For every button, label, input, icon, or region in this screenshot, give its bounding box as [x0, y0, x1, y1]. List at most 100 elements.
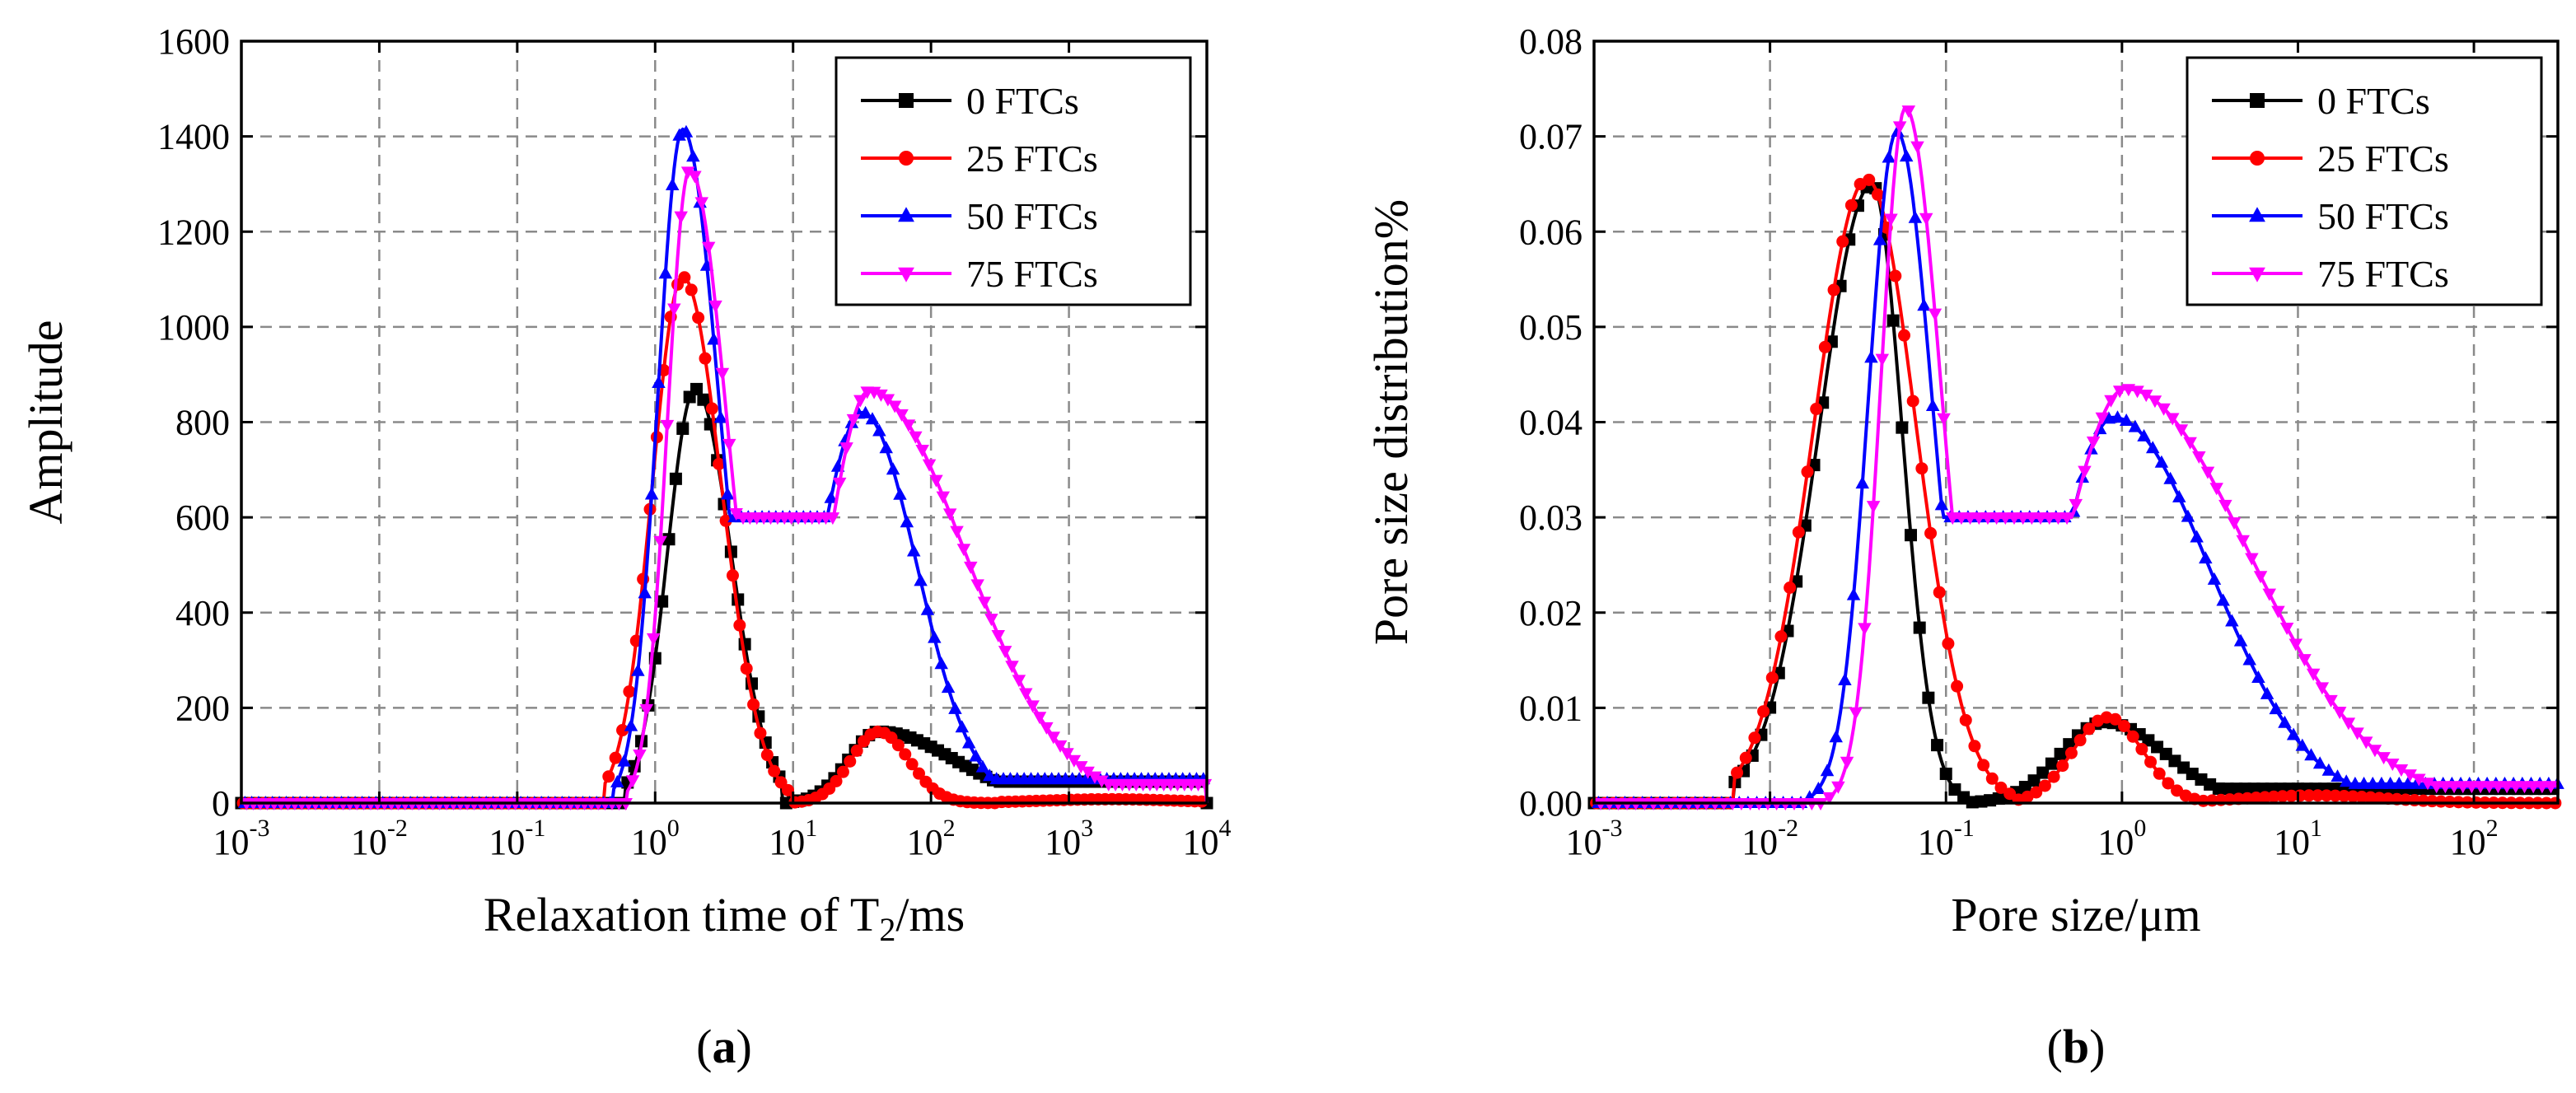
data-point: [722, 438, 736, 451]
x-tick-label: 100: [2097, 815, 2146, 862]
data-point: [900, 515, 914, 528]
data-point: [2135, 743, 2148, 756]
data-point: [658, 266, 673, 279]
data-point: [715, 367, 730, 381]
data-point: [733, 619, 746, 632]
data-point: [874, 389, 888, 402]
data-point: [2392, 776, 2406, 789]
data-point: [2288, 638, 2303, 652]
data-point: [1892, 121, 1907, 134]
data-point: [1757, 705, 1770, 718]
legend-marker: [2250, 93, 2265, 108]
data-point: [2331, 769, 2345, 782]
data-point: [2366, 776, 2380, 789]
data-point: [2137, 428, 2151, 441]
data-point: [665, 177, 680, 190]
data-point: [1026, 700, 1040, 713]
data-point: [2242, 652, 2256, 666]
data-point: [652, 376, 666, 389]
data-point: [1977, 759, 1990, 772]
data-point: [602, 770, 615, 783]
data-point: [1774, 630, 1788, 643]
data-point: [2172, 489, 2186, 502]
data-point: [1046, 731, 1060, 745]
data-point: [1886, 314, 1900, 327]
data-point: [2118, 719, 2131, 732]
data-point: [1858, 623, 1872, 636]
data-point: [1863, 173, 1876, 186]
data-point: [2394, 764, 2409, 778]
data-point: [1818, 340, 1831, 353]
data-point: [1801, 465, 1814, 479]
data-point: [1937, 413, 1951, 426]
data-point: [2383, 776, 2397, 789]
data-point: [672, 128, 686, 141]
data-point: [969, 749, 983, 762]
y-tick-label: 400: [175, 593, 230, 633]
x-tick-label: 10-2: [351, 815, 408, 862]
data-point: [617, 754, 631, 767]
x-tick-label: 102: [2450, 815, 2499, 862]
data-point: [2456, 781, 2470, 794]
data-point: [676, 422, 690, 435]
data-point: [740, 662, 753, 675]
y-tick-label: 200: [175, 688, 230, 728]
data-point: [2083, 722, 2096, 736]
data-point: [886, 462, 900, 475]
data-point: [2295, 738, 2310, 751]
data-point: [2078, 465, 2092, 479]
data-point: [2271, 605, 2285, 619]
data-point: [713, 410, 728, 423]
panel-label: (a): [696, 1020, 752, 1073]
data-point: [2410, 776, 2424, 789]
data-point: [1959, 713, 1972, 726]
data-point: [2508, 781, 2523, 794]
data-point: [1922, 691, 1935, 704]
data-point: [2144, 755, 2158, 768]
y-tick-label: 0.06: [1519, 212, 1583, 252]
data-point: [2276, 790, 2289, 803]
data-point: [1081, 766, 1095, 779]
data-point: [1784, 581, 1797, 594]
data-point: [850, 744, 863, 757]
data-point: [1934, 497, 1949, 511]
data-point: [686, 149, 700, 162]
data-point: [2491, 781, 2505, 794]
data-point: [2269, 702, 2284, 715]
y-tick-label: 0.08: [1519, 21, 1583, 62]
data-point: [2064, 746, 2078, 759]
data-point: [2126, 730, 2139, 743]
data-point: [2350, 727, 2364, 740]
data-point: [1846, 587, 1861, 600]
data-point: [2465, 781, 2479, 794]
data-point: [983, 768, 997, 782]
data-point: [1933, 586, 1946, 599]
data-point: [669, 472, 682, 485]
data-point: [726, 569, 739, 582]
data-point: [1972, 512, 1986, 525]
data-point: [956, 544, 971, 557]
data-point: [2401, 776, 2415, 789]
legend-marker: [2249, 207, 2265, 222]
data-point: [1994, 781, 2008, 794]
data-point: [1931, 739, 1944, 752]
data-point: [2054, 747, 2067, 760]
data-point: [2412, 773, 2426, 787]
panel-label: (b): [2047, 1020, 2106, 1073]
data-point: [1810, 403, 1823, 416]
data-point: [2181, 509, 2195, 522]
data-point: [633, 749, 647, 762]
y-axis-label: Pore size distribution%: [1364, 199, 1418, 645]
legend-label: 50 FTCs: [2317, 195, 2449, 237]
data-point: [2154, 455, 2169, 468]
data-point: [2030, 786, 2043, 799]
data-point: [1917, 298, 1931, 311]
data-point: [1864, 350, 1878, 363]
data-point: [934, 656, 948, 670]
data-point: [705, 402, 718, 415]
legend-marker: [898, 267, 914, 283]
data-point: [625, 775, 640, 788]
data-point: [694, 197, 709, 210]
data-point: [2279, 622, 2294, 635]
data-point: [1875, 353, 1890, 367]
